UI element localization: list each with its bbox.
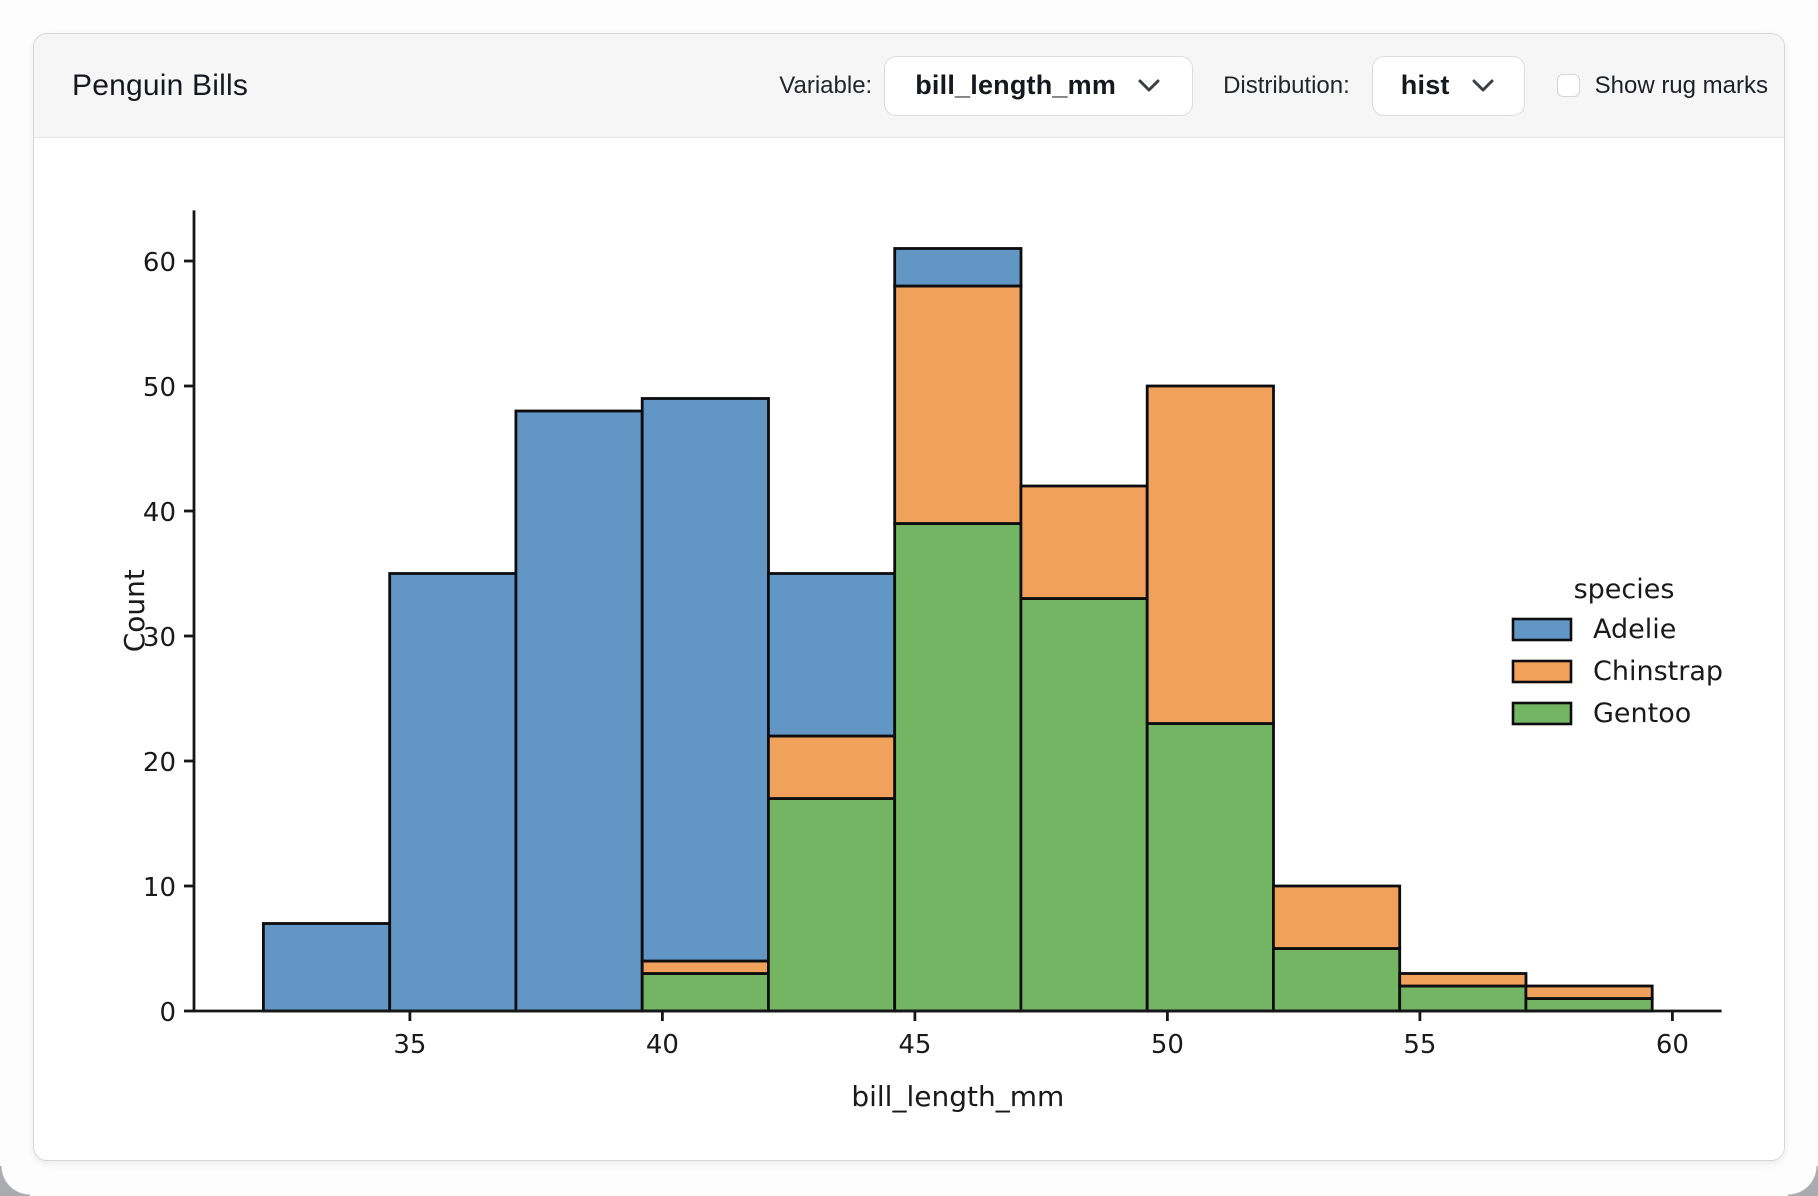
histogram-bar-segment-gentoo <box>893 522 1023 1013</box>
histogram-bar-segment-chinstrap <box>1272 884 1402 950</box>
distribution-select[interactable]: hist <box>1371 55 1525 116</box>
y-tick-label: 50 <box>143 373 176 403</box>
y-tick-label: 30 <box>143 623 176 653</box>
histogram-bar-segment-chinstrap <box>767 734 897 800</box>
x-axis-label: bill_length_mm <box>851 1080 1064 1113</box>
legend-label-gentoo: Gentoo <box>1593 698 1691 729</box>
histogram-bar-segment-gentoo <box>1272 947 1402 1013</box>
rug-checkbox-group[interactable]: Show rug marks <box>1556 71 1768 100</box>
window-corner <box>0 1166 30 1196</box>
histogram-bar-segment-gentoo <box>1145 722 1275 1013</box>
panel-header: Penguin Bills Variable: bill_length_mm D… <box>34 34 1784 138</box>
x-tick-label: 60 <box>1656 1030 1689 1060</box>
y-tick-label: 10 <box>143 873 176 903</box>
x-tick-label: 45 <box>898 1030 931 1060</box>
histogram-bar-segment-gentoo <box>1524 997 1654 1013</box>
x-tick-label: 35 <box>393 1030 426 1060</box>
y-tick-label: 20 <box>143 748 176 778</box>
legend-label-chinstrap: Chinstrap <box>1593 656 1723 687</box>
chevron-down-icon <box>1138 79 1160 92</box>
y-tick-label: 40 <box>143 498 176 528</box>
legend-title: species <box>1574 574 1675 605</box>
histogram-bar-segment-adelie <box>514 409 644 1013</box>
y-tick-label: 0 <box>159 998 176 1028</box>
page-title: Penguin Bills <box>72 68 249 102</box>
histogram-bar-segment-adelie <box>893 247 1023 288</box>
rug-checkbox-label: Show rug marks <box>1594 71 1768 99</box>
chart-area: 35 40 45 50 55 60 0 10 20 30 40 50 60 bill_length_mm C… <box>34 138 1784 1160</box>
histogram-bar-segment-adelie <box>767 572 897 738</box>
x-tick-label: 50 <box>1151 1030 1184 1060</box>
variable-select-value: bill_length_mm <box>915 70 1117 100</box>
histogram-bar-segment-gentoo <box>767 797 897 1013</box>
x-tick-label: 40 <box>646 1030 679 1060</box>
rug-checkbox[interactable] <box>1556 74 1580 97</box>
panel-card: Penguin Bills Variable: bill_length_mm D… <box>33 33 1785 1161</box>
histogram-bar-segment-gentoo <box>1398 984 1528 1013</box>
legend-swatch-chinstrap <box>1511 659 1573 684</box>
histogram-bar-segment-chinstrap <box>1145 384 1275 725</box>
variable-select[interactable]: bill_length_mm <box>884 55 1194 116</box>
legend-swatch-adelie <box>1511 617 1573 642</box>
chevron-down-icon <box>1472 79 1494 92</box>
histogram-bar-segment-chinstrap <box>640 959 770 975</box>
header-controls: Variable: bill_length_mm Distribution: h… <box>779 55 1768 116</box>
legend-label-adelie: Adelie <box>1593 614 1676 645</box>
variable-label: Variable: <box>779 71 873 99</box>
histogram-bar-segment-adelie <box>640 397 770 963</box>
y-axis-label: Count <box>118 569 151 652</box>
histogram-bar-segment-adelie <box>261 922 392 1013</box>
histogram-bar-segment-chinstrap <box>1019 484 1149 600</box>
histogram-bar-segment-chinstrap <box>893 284 1023 525</box>
histogram-bar-segment-adelie <box>388 572 518 1013</box>
histogram-bar-segment-gentoo <box>1019 597 1149 1013</box>
x-tick-label: 55 <box>1403 1030 1436 1060</box>
distribution-label: Distribution: <box>1223 71 1350 99</box>
histogram-bar-segment-gentoo <box>640 972 770 1013</box>
histogram-bar-segment-chinstrap <box>1524 984 1654 1000</box>
y-tick-label: 60 <box>143 248 176 278</box>
histogram-chart: 35 40 45 50 55 60 0 10 20 30 40 50 60 bill_length_mm C… <box>118 210 1723 1113</box>
histogram-bar-segment-chinstrap <box>1398 972 1528 988</box>
legend-swatch-gentoo <box>1511 701 1573 726</box>
distribution-select-value: hist <box>1400 70 1450 100</box>
window-corner <box>1788 1166 1818 1196</box>
